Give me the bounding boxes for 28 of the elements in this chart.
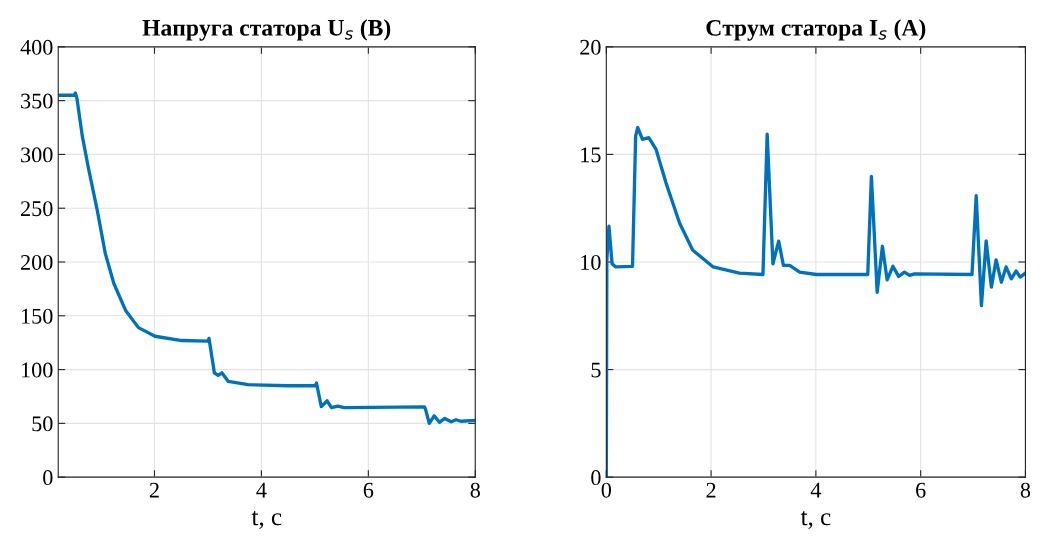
x-tick-label: 2	[706, 482, 716, 498]
y-tick-label: 300	[21, 147, 53, 163]
y-tick-label: 150	[22, 308, 53, 324]
x-tick-label: 0	[601, 482, 612, 498]
x-tick-label: 2	[149, 482, 159, 498]
y-tick-label: 50	[32, 416, 53, 432]
x-tick-label: 8	[470, 482, 480, 498]
x-tick-label: 4	[256, 482, 267, 498]
y-tick-label: 0	[43, 470, 53, 486]
y-tick-label: 400	[20, 39, 53, 55]
y-tick-label: 350	[21, 93, 53, 109]
x-axis-title: t, с	[251, 511, 282, 529]
x-tick-label: 6	[363, 482, 374, 498]
y-tick-label: 100	[22, 362, 53, 378]
y-tick-label: 10	[581, 254, 601, 270]
x-axis-title: t, с	[800, 511, 831, 529]
y-tick-label: 200	[21, 254, 53, 270]
x-tick-label: 4	[810, 482, 822, 498]
y-tick-label: 5	[591, 362, 601, 378]
y-tick-label: 15	[581, 147, 601, 163]
x-tick-label: 6	[916, 482, 926, 498]
y-tick-label: 250	[21, 201, 53, 217]
chart-title: Напруга статора U$_{s}$ (В)	[142, 19, 391, 41]
x-tick-label: 8	[1020, 482, 1031, 498]
chart-title: Струм статора I$_{s}$ (А)	[706, 19, 926, 41]
y-tick-label: 0	[591, 470, 601, 486]
line-series	[58, 91, 476, 426]
y-tick-label: 20	[580, 39, 601, 55]
